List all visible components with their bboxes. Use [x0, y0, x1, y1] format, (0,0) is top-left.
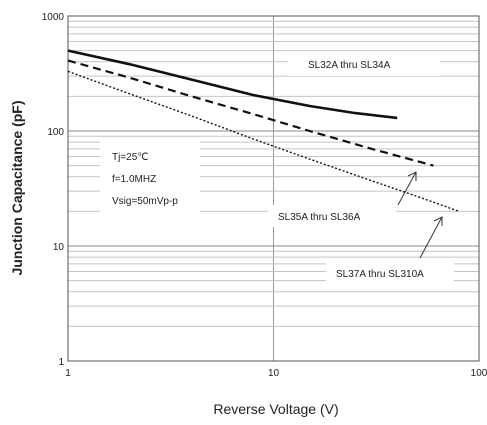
conditions-box [100, 137, 200, 220]
condition-temperature: Tj=25℃ [112, 152, 149, 163]
leader-arrow-sl37a [419, 216, 443, 259]
series-label-bg-3 [326, 262, 454, 284]
y-tick-label: 1 [58, 357, 64, 368]
x-tick-label: 10 [268, 368, 280, 379]
annotations: Tj=25℃ f=1.0MHZ Vsig=50mVp-p SL32A thru … [100, 52, 454, 284]
series-line-2 [67, 59, 434, 167]
x-tick-label: 100 [471, 368, 487, 379]
series-label-bg-1 [288, 52, 440, 76]
series-label-sl35a: SL35A thru SL36A [278, 212, 361, 223]
y-tick-label: 100 [47, 127, 64, 138]
x-axis-title: Reverse Voltage (V) [213, 401, 338, 417]
series-label-sl32a: SL32A thru SL34A [308, 60, 391, 71]
series-label-sl37a: SL37A thru SL310A [336, 269, 424, 280]
series-line-3 [67, 70, 460, 213]
series-layer [67, 49, 460, 213]
condition-frequency: f=1.0MHZ [112, 174, 156, 185]
series-label-bg-2 [268, 205, 396, 227]
tick-labels: 1 10 100 1 10 100 1000 [42, 12, 487, 379]
series-line-1 [67, 49, 398, 120]
condition-signal: Vsig=50mVp-p [112, 196, 178, 207]
y-tick-label: 1000 [42, 12, 65, 23]
x-tick-label: 1 [65, 368, 71, 379]
y-tick-label: 10 [53, 242, 65, 253]
plot-area-border [67, 15, 480, 362]
y-axis-title: Junction Capacitance (pF) [9, 100, 25, 275]
leader-arrow-sl35a [397, 171, 417, 206]
